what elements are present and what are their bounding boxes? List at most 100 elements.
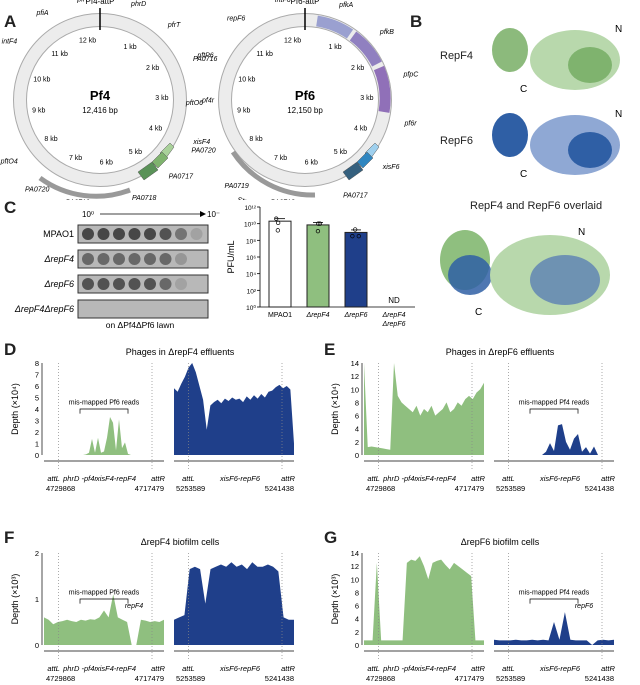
coverage-area-pf4 bbox=[44, 594, 164, 645]
coord-start: 4729868 bbox=[46, 674, 75, 683]
gene-label: PA0717 bbox=[169, 173, 194, 180]
repf4-c-label: C bbox=[520, 84, 527, 95]
y-tick-label: 2 bbox=[35, 428, 39, 437]
gene-label: PA0719 bbox=[224, 183, 248, 190]
coord-start: 5253589 bbox=[496, 484, 525, 493]
bar bbox=[345, 232, 367, 307]
plaque-spot bbox=[144, 253, 156, 265]
kb-tick-label: 10 kb bbox=[238, 76, 255, 83]
gene-label: xisF6 bbox=[382, 164, 400, 171]
pf4-map: Pf4-attP Pf4 12,416 bp Structural genes … bbox=[0, 0, 217, 200]
locus-label: attL bbox=[502, 474, 515, 483]
y-tick-label: 2 bbox=[35, 549, 39, 558]
plaque-spot bbox=[82, 278, 94, 290]
kb-tick-label: 2 kb bbox=[351, 65, 364, 72]
locus-label: attR bbox=[281, 474, 295, 483]
plaque-spot bbox=[160, 253, 172, 265]
plot-title: ΔrepF4 biofilm cells bbox=[141, 537, 220, 547]
gene-label: phrD bbox=[130, 1, 146, 8]
plaque-spot bbox=[160, 278, 172, 290]
kb-tick-label: 6 kb bbox=[305, 160, 318, 167]
gene-label: pfkB bbox=[379, 29, 394, 36]
locus-label: xisF4-repF4 bbox=[415, 474, 456, 483]
coverage-plot-e: Phages in ΔrepF6 effluentsDepth (×10⁴)02… bbox=[320, 335, 640, 510]
locus-label: xisF6-repF6 bbox=[539, 474, 581, 483]
locus-label: phrD -pf4r bbox=[382, 474, 417, 483]
repf6-structure: N C bbox=[492, 109, 622, 180]
repf6-n-label: N bbox=[615, 109, 622, 120]
pf4-size: 12,416 bp bbox=[82, 106, 118, 115]
y-tick-label: 7 bbox=[35, 371, 39, 380]
coord-end: 5241438 bbox=[265, 674, 294, 683]
locus-label: attR bbox=[601, 474, 615, 483]
overlay-title: RepF4 and RepF6 overlaid bbox=[470, 200, 602, 212]
kb-tick-label: 8 kb bbox=[249, 136, 262, 143]
repf4-label: RepF4 bbox=[440, 50, 473, 62]
kb-tick-label: 1 kb bbox=[123, 44, 136, 51]
kb-tick-label: 7 kb bbox=[274, 155, 287, 162]
coverage-plot-f: ΔrepF4 biofilm cellsDepth (×10³)012attL p… bbox=[0, 505, 320, 685]
kb-tick-label: 4 kb bbox=[354, 125, 367, 132]
plaque-spot bbox=[175, 278, 187, 290]
annotation-bracket bbox=[530, 599, 578, 604]
y-tick-label: 0 bbox=[35, 641, 39, 650]
y-tick-label: 10⁴ bbox=[246, 272, 256, 279]
y-tick-label: 1 bbox=[35, 595, 39, 604]
gene-label: pfiT bbox=[76, 0, 89, 4]
overlay-c-label: C bbox=[475, 307, 482, 318]
plaque-spot bbox=[129, 253, 141, 265]
y-tick-label: 0 bbox=[355, 641, 359, 650]
y-tick-label: 10⁶ bbox=[246, 255, 256, 262]
kb-tick-label: 4 kb bbox=[149, 125, 162, 132]
coverage-plot-g: ΔrepF6 biofilm cells Depth (×10³) 0 2 4 6 8 10 1… bbox=[320, 505, 640, 685]
coord-end: 4717479 bbox=[135, 674, 164, 683]
y-tick-label: 10 bbox=[351, 575, 359, 584]
x-tick-label: ΔrepF6 bbox=[382, 321, 406, 328]
gene-label: pftP6 bbox=[196, 52, 213, 59]
gap-label: repF6 bbox=[575, 603, 593, 610]
y-tick-label: 4 bbox=[355, 615, 359, 624]
annotation-bracket bbox=[80, 599, 128, 604]
nd-annotation: ND bbox=[388, 296, 400, 305]
pf6-gene-pfkB bbox=[353, 36, 377, 64]
y-tick-label: 10⁸ bbox=[246, 238, 256, 245]
gene-label: pfrT bbox=[167, 22, 181, 29]
gene-label: PA0720 bbox=[25, 187, 49, 194]
y-tick-label: 10² bbox=[247, 288, 257, 295]
kb-tick-label: 12 kb bbox=[79, 37, 96, 44]
panel-label-b: B bbox=[410, 12, 422, 32]
bar bbox=[269, 221, 291, 307]
kb-tick-label: 3 kb bbox=[360, 95, 373, 102]
plaque-spot bbox=[98, 278, 110, 290]
plaque-spot bbox=[82, 253, 94, 265]
plaque-spot bbox=[175, 228, 187, 240]
kb-tick-label: 8 kb bbox=[44, 136, 57, 143]
coord-end: 5241438 bbox=[265, 484, 294, 493]
kb-tick-label: 3 kb bbox=[155, 95, 168, 102]
y-tick-label: 8 bbox=[355, 398, 359, 407]
locus-label: xisF6-repF6 bbox=[539, 664, 581, 673]
y-tick-label: 14 bbox=[351, 549, 359, 558]
kb-tick-label: 9 kb bbox=[237, 107, 250, 114]
annotation: mis-mapped Pf6 reads bbox=[69, 399, 140, 406]
y-tick-label: 6 bbox=[355, 412, 359, 421]
y-axis-label: Depth (×10⁴) bbox=[10, 383, 20, 435]
kb-tick-label: 12 kb bbox=[284, 37, 301, 44]
y-tick-label: 0 bbox=[355, 451, 359, 460]
plaque-spot bbox=[98, 228, 110, 240]
pf6-gene-pfpC bbox=[379, 68, 385, 112]
repf6-label: RepF6 bbox=[440, 135, 473, 147]
x-tick-label: ΔrepF4 bbox=[382, 312, 406, 319]
pfu-bar-chart: 10⁰10²10⁴10⁶10⁸10¹⁰10¹²PFU/mLMPAO1 ΔrepF4… bbox=[220, 195, 420, 335]
repf4-n-label: N bbox=[615, 24, 622, 35]
locus-label: attL bbox=[182, 664, 195, 673]
coord-start: 4729868 bbox=[46, 484, 75, 493]
plaque-spot bbox=[129, 228, 141, 240]
y-tick-label: 8 bbox=[355, 588, 359, 597]
plaque-spot bbox=[175, 253, 187, 265]
pf6-size: 12,150 bp bbox=[287, 106, 323, 115]
gap-label: repF4 bbox=[125, 603, 143, 610]
kb-tick-label: 7 kb bbox=[69, 155, 82, 162]
locus-label: attL bbox=[182, 474, 195, 483]
gene-label: pf4r bbox=[201, 98, 215, 105]
